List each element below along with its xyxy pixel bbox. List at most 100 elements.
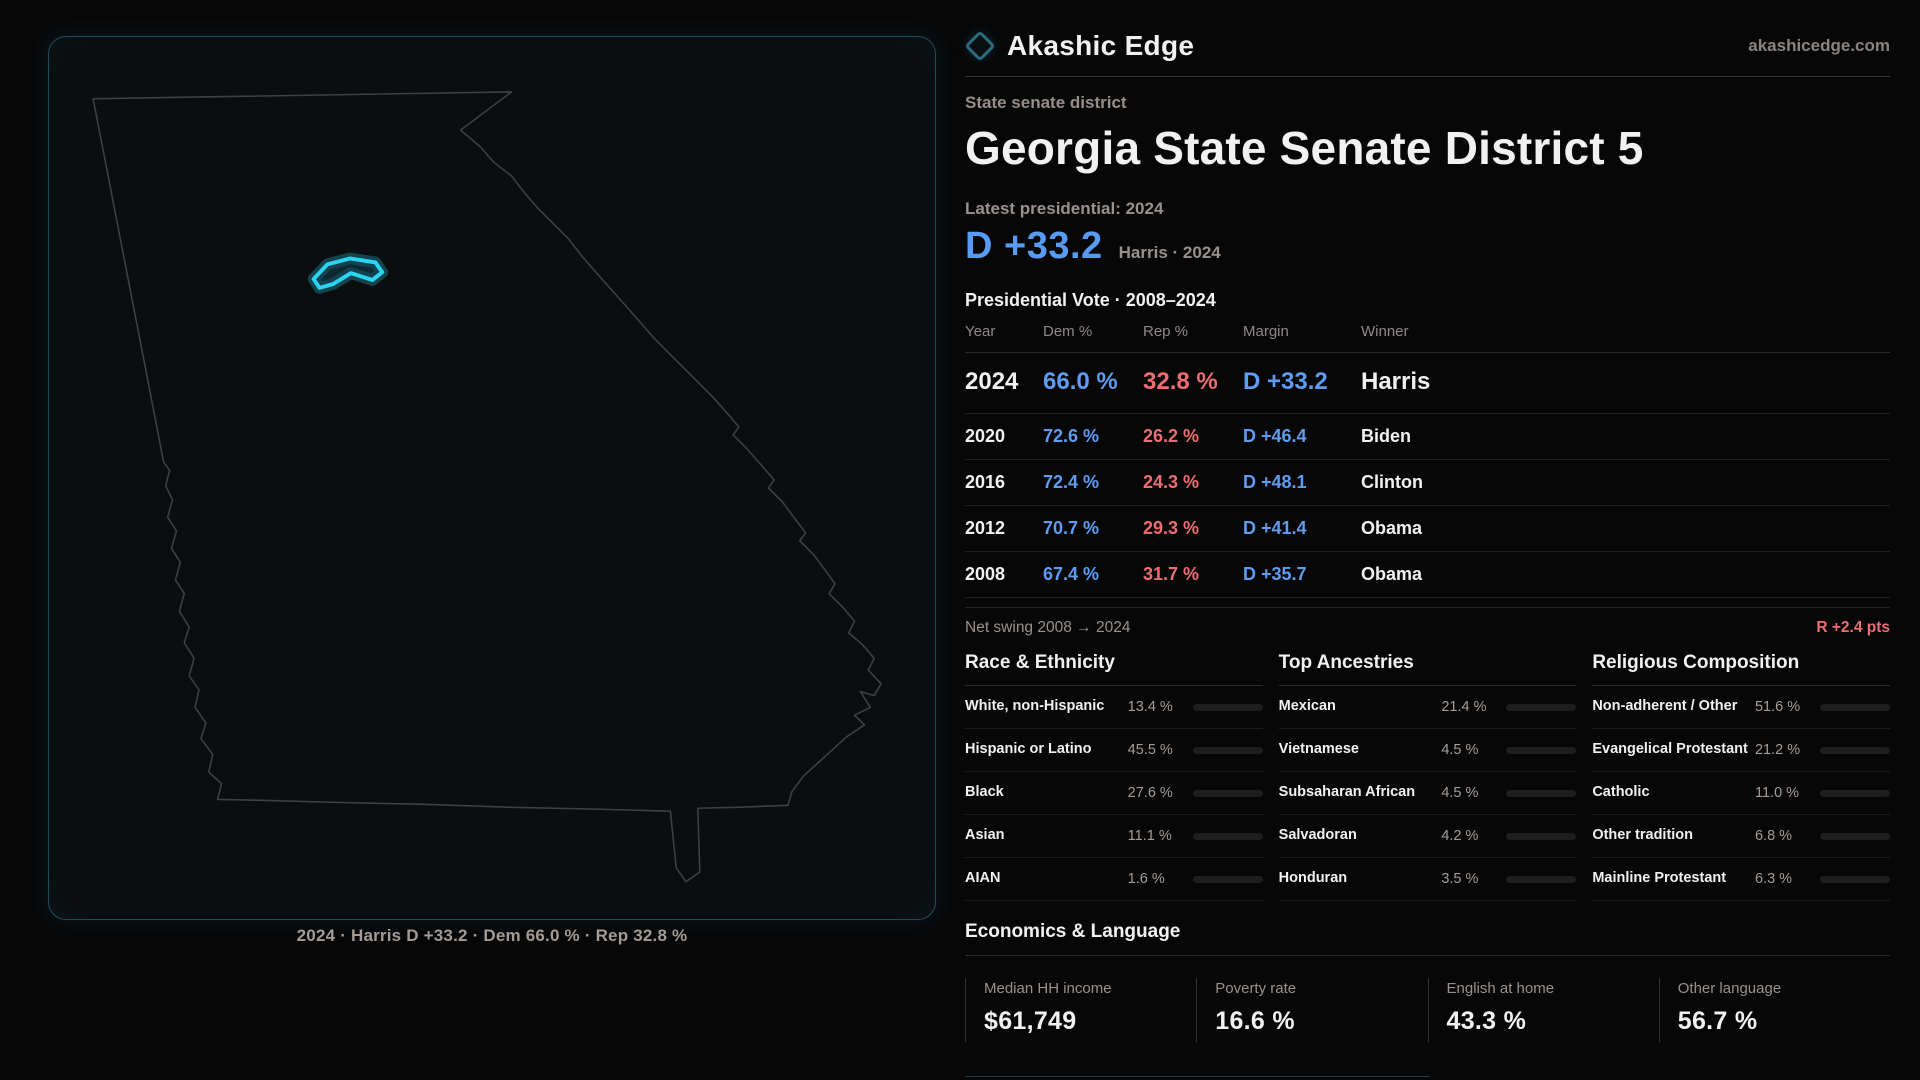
diamond-logo-icon: [964, 30, 996, 62]
panel-rows: Mexican 21.4 % Vietnamese 4.5 % Subsahar: [1278, 686, 1577, 901]
row-margin: D +33.2: [1243, 368, 1328, 395]
stat-value: 21.2 %: [1754, 742, 1801, 758]
mini-bar-track: [1506, 789, 1577, 797]
stat-bar-row: Vietnamese 4.5 %: [1278, 729, 1577, 772]
row-rep-pct: 31.7 %: [1143, 564, 1200, 584]
net-swing-value: R +2.4 pts: [1816, 619, 1890, 636]
stat-value: 13.4 %: [1127, 699, 1173, 715]
row-dem-pct: 72.4 %: [1043, 472, 1100, 492]
col-year: Year: [965, 323, 996, 340]
stat-value: 3.5 %: [1441, 871, 1479, 887]
stat-label: Mainline Protestant: [1592, 870, 1727, 887]
panel-title: Religious Composition: [1592, 652, 1890, 686]
mini-bar-track: [1192, 703, 1263, 711]
economics-stat: English at home 43.3 %: [1427, 978, 1659, 1042]
row-dem-pct: 67.4 %: [1043, 564, 1100, 584]
brand-header: Akashic Edge akashicedge.com: [964, 30, 1890, 77]
row-margin: D +46.4: [1243, 426, 1307, 446]
stat-label: White, non-Hispanic: [965, 698, 1105, 715]
col-dem: Dem %: [1043, 323, 1093, 340]
economics-stat-label: English at home: [1446, 980, 1555, 997]
mini-bar-track: [1506, 832, 1577, 840]
stat-value: 1.6 %: [1127, 871, 1165, 887]
row-margin: D +41.4: [1243, 518, 1307, 538]
stat-value: 45.5 %: [1127, 742, 1173, 758]
row-winner: Obama: [1361, 564, 1423, 584]
stat-value: 27.6 %: [1127, 785, 1173, 801]
economics-stat-label: Poverty rate: [1215, 980, 1297, 997]
mini-bar-track: [1506, 875, 1577, 883]
panel-rows: White, non-Hispanic 13.4 % Hispanic or L…: [965, 686, 1263, 901]
net-swing-label: Net swing 2008 → 2024: [965, 619, 1131, 636]
mini-bar-track: [1192, 832, 1263, 840]
panel-race-ethnicity: Race & Ethnicity White, non-Hispanic 13.…: [965, 652, 1263, 901]
row-winner: Harris: [1361, 368, 1431, 395]
table-row: 2008 67.4 % 31.7 % D +35.7 Obama: [965, 552, 1890, 598]
stat-label: Honduran: [1278, 870, 1348, 887]
row-dem-pct: 70.7 %: [1043, 518, 1100, 538]
economics-stat: Median HH income $61,749: [965, 978, 1196, 1042]
brand-site-link[interactable]: akashicedge.com: [1748, 36, 1890, 55]
economics-stat-value: 43.3 %: [1446, 1007, 1527, 1035]
panel-top-ancestries: Top Ancestries Mexican 21.4 % Vietnamese…: [1278, 652, 1577, 901]
stat-label: Catholic: [1592, 784, 1650, 801]
economics-title: Economics & Language: [965, 921, 1890, 956]
mini-bar-track: [1192, 789, 1263, 797]
row-rep-pct: 26.2 %: [1143, 426, 1200, 446]
stat-label: Hispanic or Latino: [965, 741, 1092, 758]
mini-bar-track: [1506, 746, 1577, 754]
stat-bar-row: Hispanic or Latino 45.5 %: [965, 729, 1263, 772]
economics-stat-value: $61,749: [984, 1007, 1077, 1035]
stat-bar-row: Black 27.6 %: [965, 772, 1263, 815]
net-swing-row: Net swing 2008 → 2024 R +2.4 pts: [965, 607, 1890, 650]
table-row: 2020 72.6 % 26.2 % D +46.4 Biden: [965, 414, 1890, 460]
stat-value: 51.6 %: [1754, 699, 1801, 715]
table-row: 2024 66.0 % 32.8 % D +33.2 Harris: [965, 353, 1890, 414]
row-year: 2024: [965, 368, 1019, 395]
mini-bar-track: [1819, 832, 1890, 840]
stat-bar-row: Catholic 11.0 %: [1592, 772, 1890, 815]
mini-bar-track: [1819, 875, 1890, 883]
stat-value: 11.0 %: [1754, 785, 1800, 801]
table-row: 2016 72.4 % 24.3 % D +48.1 Clinton: [965, 460, 1890, 506]
results-table-body: 2024 66.0 % 32.8 % D +33.2 Harris 2020 7…: [965, 353, 1890, 598]
row-rep-pct: 24.3 %: [1143, 472, 1200, 492]
district-5-shape[interactable]: [311, 256, 385, 290]
row-margin: D +48.1: [1243, 472, 1307, 492]
panel-title: Race & Ethnicity: [965, 652, 1263, 686]
footer: Sources: Akashic Edge elections database…: [965, 1076, 1890, 1080]
row-year: 2008: [965, 564, 1006, 584]
row-winner: Clinton: [1361, 472, 1423, 492]
map-caption: 2024 · Harris D +33.2 · Dem 66.0 % · Rep…: [296, 926, 688, 945]
georgia-map: [92, 91, 882, 883]
stat-bar-row: Non-adherent / Other 51.6 %: [1592, 686, 1890, 729]
results-table-header: Year Dem % Rep % Margin Winner: [965, 323, 1890, 353]
headline-margin-row: D +33.2 Harris · 2024: [965, 225, 1890, 268]
stat-bar-row: Mainline Protestant 6.3 %: [1592, 858, 1890, 901]
mini-bar-track: [1819, 746, 1890, 754]
footer-divider: [965, 1076, 1430, 1077]
headline-margin: D +33.2: [965, 225, 1103, 267]
panel-rows: Non-adherent / Other 51.6 % Evangelical …: [1592, 686, 1890, 901]
economics-stat: Poverty rate 16.6 %: [1196, 978, 1427, 1042]
georgia-state-outline: [92, 91, 882, 883]
stat-bar-row: White, non-Hispanic 13.4 %: [965, 686, 1263, 729]
results-table-title: Presidential Vote · 2008–2024: [965, 290, 1216, 310]
stat-bar-row: Asian 11.1 %: [965, 815, 1263, 858]
stat-label: Evangelical Protestant: [1592, 741, 1748, 758]
economics-stat-value: 16.6 %: [1215, 1007, 1295, 1035]
stat-label: Subsaharan African: [1278, 784, 1416, 801]
stat-bar-row: Other tradition 6.8 %: [1592, 815, 1890, 858]
stat-value: 6.3 %: [1754, 871, 1793, 887]
row-winner: Obama: [1361, 518, 1423, 538]
stat-label: Other tradition: [1592, 827, 1694, 844]
stat-label: Vietnamese: [1278, 741, 1359, 758]
stat-bar-row: Evangelical Protestant 21.2 %: [1592, 729, 1890, 772]
economics-stat-value: 56.7 %: [1677, 1007, 1758, 1035]
stat-label: Salvadoran: [1278, 827, 1357, 844]
economics-stat: Other language 56.7 %: [1658, 978, 1890, 1042]
panel-title: Top Ancestries: [1278, 652, 1577, 686]
row-year: 2012: [965, 518, 1006, 538]
mini-bar-track: [1192, 746, 1263, 754]
